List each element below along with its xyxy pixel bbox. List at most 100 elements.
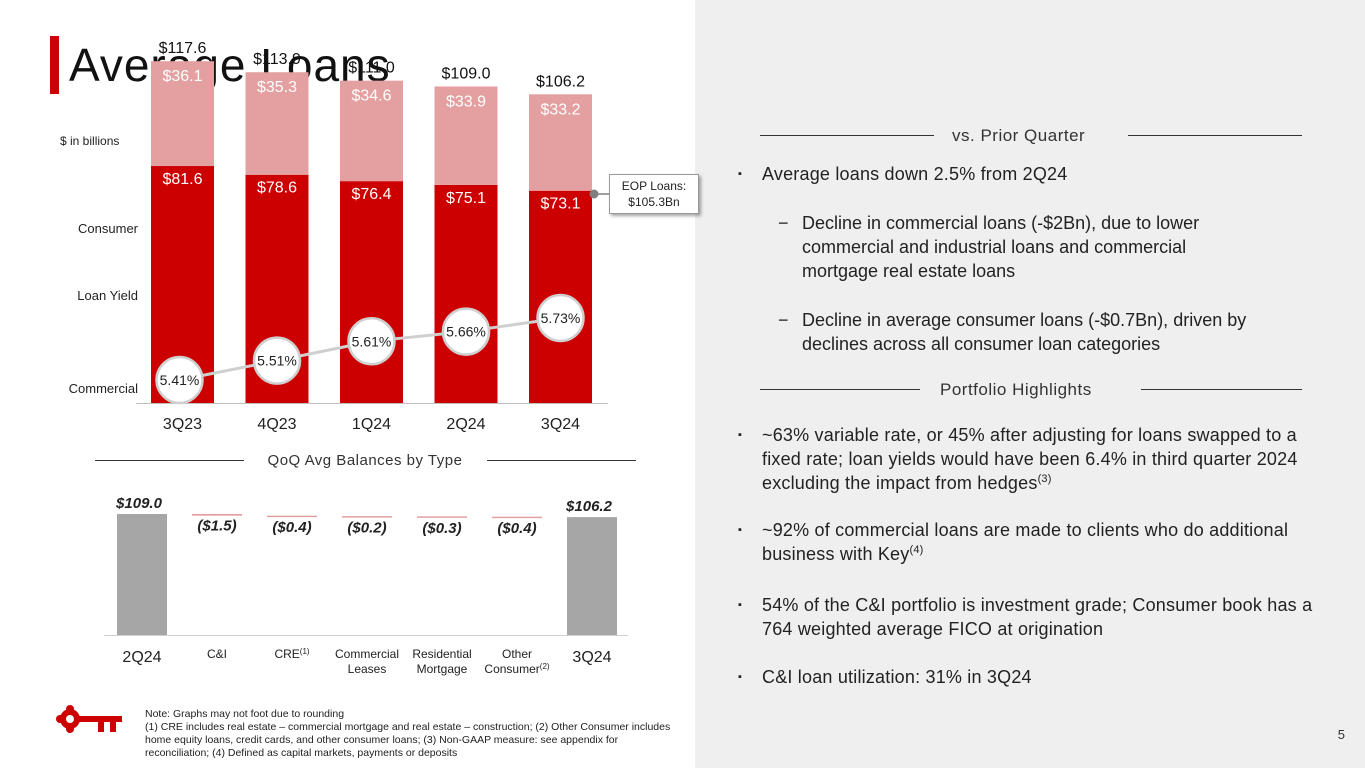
eop-callout-line1: EOP Loans:: [621, 179, 687, 193]
yield-marker: [347, 317, 396, 366]
page-title: Average Loans: [69, 39, 391, 91]
yield-marker: [155, 355, 204, 405]
bullet-mark: ▪: [738, 168, 743, 180]
data-label-commercial: $78.6: [257, 180, 297, 197]
page-number: 5: [1337, 727, 1345, 742]
yield-label: 5.51%: [257, 353, 297, 369]
bar-consumer: [529, 94, 592, 191]
bullet-commercial-clients: ▪ ~92% of commercial loans are made to c…: [738, 518, 1302, 566]
bullet-text: Average loans down 2.5% from 2Q24: [762, 164, 1068, 184]
series-label-loan-yield: Loan Yield: [77, 288, 138, 303]
waterfall-category-label: 3Q24: [572, 649, 611, 666]
key-logo-icon: [56, 705, 122, 733]
bar-consumer: [245, 72, 309, 175]
yield-marker: [252, 336, 302, 385]
bullet-mark: ▪: [738, 599, 743, 611]
heading-rule-left: [760, 135, 934, 136]
waterfall-category-label: Mortgage: [417, 662, 468, 676]
yield-label: 5.66%: [446, 324, 486, 340]
waterfall-category-label: Leases: [348, 662, 387, 676]
bullet-text: 54% of the C&I portfolio is investment g…: [762, 595, 1313, 639]
waterfall-data-label: ($0.2): [347, 520, 386, 537]
data-label-commercial: $76.4: [351, 186, 391, 203]
data-label-consumer: $33.9: [446, 93, 486, 110]
waterfall-decline-bar: [267, 515, 317, 518]
sub-bullet-mark: −: [778, 310, 789, 330]
footnote-ref: (3): [1037, 473, 1052, 485]
vs-prior-quarter-heading: vs. Prior Quarter: [952, 126, 1086, 145]
waterfall-category-label: CRE(1): [274, 647, 309, 661]
yield-label: 5.41%: [160, 372, 200, 388]
unit-label: $ in billions: [60, 134, 120, 148]
bullet-investment-grade: ▪ 54% of the C&I portfolio is investment…: [738, 593, 1322, 641]
bar-consumer: [151, 61, 214, 167]
bullet-mark: ▪: [738, 671, 743, 683]
data-label-commercial: $81.6: [162, 171, 202, 188]
yield-label: 5.61%: [352, 333, 392, 349]
data-label-commercial: $75.1: [446, 190, 486, 207]
data-label-consumer: $36.1: [162, 68, 202, 85]
data-label-total: $111.0: [348, 60, 395, 77]
waterfall-data-label: ($1.5): [197, 518, 236, 535]
waterfall-data-label: $106.2: [565, 498, 613, 515]
bullet-avg-loans-down: ▪ Average loans down 2.5% from 2Q24: [738, 162, 1302, 186]
bullet-variable-rate: ▪ ~63% variable rate, or 45% after adjus…: [738, 423, 1322, 495]
bar-commercial: [340, 181, 403, 403]
sub-bullet-text: Decline in average consumer loans (-$0.7…: [802, 310, 1247, 354]
waterfall-category-label: Consumer(2): [484, 662, 549, 676]
heading-rule-left: [760, 389, 920, 390]
portfolio-highlights-heading: Portfolio Highlights: [940, 380, 1092, 399]
right-panel: [695, 0, 1365, 768]
waterfall-decline-bar: [492, 516, 542, 519]
waterfall-data-label: $109.0: [115, 495, 163, 512]
note-rounding: Note: Graphs may not foot due to roundin…: [145, 708, 345, 720]
bullet-text: ~63% variable rate, or 45% after adjusti…: [762, 425, 1298, 493]
sub-bullet-text: Decline in commercial loans (-$2Bn), due…: [802, 213, 1200, 281]
waterfall-data-label: ($0.3): [422, 520, 461, 537]
sub-bullet-mark: −: [778, 213, 789, 233]
bar-consumer: [434, 86, 498, 185]
waterfall-data-label: ($0.4): [497, 520, 536, 537]
title-accent-bar: [50, 36, 59, 94]
bullet-mark: ▪: [738, 524, 743, 536]
bullet-text: ~92% of commercial loans are made to cli…: [762, 520, 1289, 564]
waterfall-data-label: ($0.4): [272, 519, 311, 536]
x-tick-label: 4Q23: [257, 416, 296, 433]
data-label-commercial: $73.1: [540, 196, 580, 213]
x-tick-label: 3Q24: [541, 416, 580, 433]
sub-bullet-commercial-decline: − Decline in commercial loans (-$2Bn), d…: [778, 211, 1262, 283]
series-label-commercial: Commercial: [68, 381, 138, 396]
x-tick-label: 2Q24: [446, 416, 485, 433]
bullet-utilization: ▪ C&I loan utilization: 31% in 3Q24: [738, 665, 1302, 689]
sub-bullet-consumer-decline: − Decline in average consumer loans (-$0…: [778, 308, 1282, 356]
category-footnote-ref: (2): [540, 662, 550, 671]
data-label-total: $113.9: [253, 51, 301, 68]
waterfall-decline-bar: [192, 514, 242, 516]
waterfall-category-label: Commercial: [335, 647, 399, 661]
x-tick-label: 1Q24: [352, 416, 391, 433]
footnote: Note: Graphs may not foot due to roundin…: [145, 708, 685, 760]
charts-canvas: $36.1 $81.6 $117.6 3Q23 $35.3 $78.6 $113.9 4Q23…: [95, 40, 636, 676]
bullet-text: C&I loan utilization: 31% in 3Q24: [762, 667, 1032, 687]
yield-label: 5.73%: [541, 310, 581, 326]
note-definitions: (1) CRE includes real estate – commercia…: [145, 721, 671, 759]
footnote-ref: (4): [909, 544, 924, 556]
category-footnote-ref: (1): [300, 647, 310, 656]
data-label-total: $117.6: [159, 40, 207, 57]
x-tick-label: 3Q23: [163, 416, 202, 433]
waterfall-category-label: C&I: [207, 647, 227, 661]
eop-connector-dot: [589, 189, 599, 199]
heading-rule-right: [1141, 389, 1302, 390]
yield-marker: [441, 307, 491, 356]
waterfall-category-label: Residential: [412, 647, 471, 661]
bar-consumer: [340, 80, 403, 182]
waterfall-decline-bar: [417, 516, 467, 518]
data-label-total: $109.0: [442, 65, 491, 82]
data-label-consumer: $35.3: [257, 79, 297, 96]
eop-loans-callout: EOP Loans: $105.3Bn: [609, 174, 699, 214]
waterfall-decline-bar: [342, 516, 392, 518]
waterfall-category-label: Other: [502, 647, 532, 661]
data-label-consumer: $33.2: [540, 101, 580, 118]
waterfall-total-bar: [567, 517, 617, 635]
